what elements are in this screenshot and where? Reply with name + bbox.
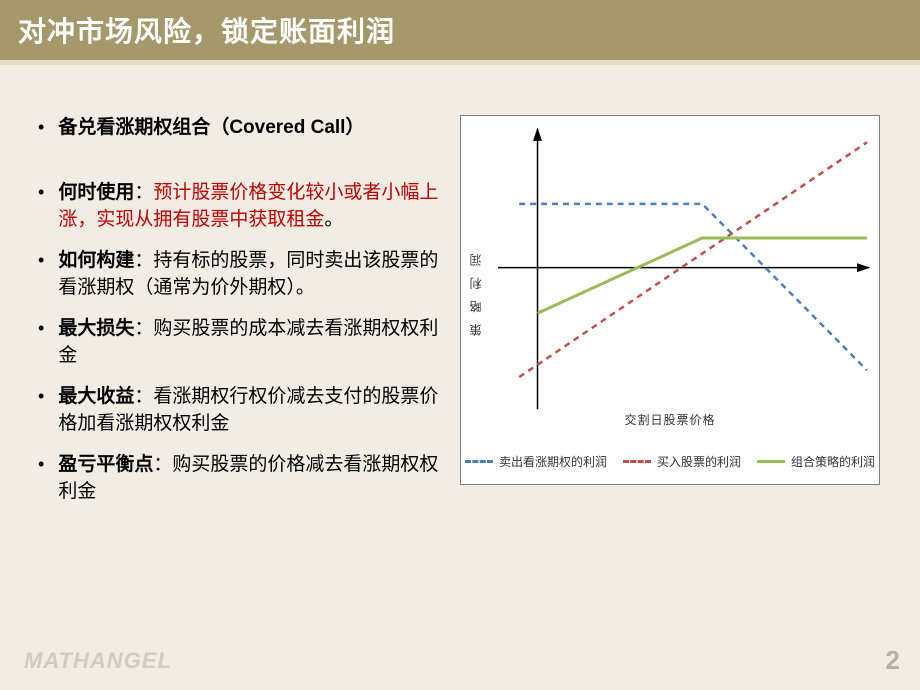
bullet-item: • 何时使用：预计股票价格变化较小或者小幅上涨，实现从拥有股票中获取租金。 [38, 180, 440, 234]
bullet-text: 备兑看涨期权组合（Covered Call） [58, 115, 364, 142]
bullet-marker: • [38, 115, 44, 142]
bullet-item: • 盈亏平衡点：购买股票的价格减去看涨期权权利金 [38, 452, 440, 506]
bullet-text: 盈亏平衡点：购买股票的价格减去看涨期权权利金 [58, 452, 440, 506]
x-axis-label: 交割日股票价格 [624, 411, 715, 428]
title-bar: 对冲市场风险，锁定账面利润 [0, 0, 920, 65]
chart-legend: 卖出看涨期权的利润 买入股票的利润 组合策略的利润 [461, 453, 879, 470]
bullet-text: 如何构建：持有标的股票，同时卖出该股票的看涨期权（通常为价外期权）。 [58, 248, 440, 302]
legend-item: 组合策略的利润 [757, 453, 875, 470]
watermark: MATHANGEL [24, 648, 172, 674]
legend-swatch [623, 460, 651, 463]
page-title: 对冲市场风险，锁定账面利润 [18, 10, 902, 50]
bullet-label: 盈亏平衡点 [58, 454, 153, 475]
legend-label: 买入股票的利润 [657, 453, 741, 470]
legend-item: 买入股票的利润 [623, 453, 741, 470]
bullet-marker: • [38, 180, 44, 234]
bullet-label: 最大损失 [58, 318, 134, 339]
bullet-marker: • [38, 384, 44, 438]
legend-label: 卖出看涨期权的利润 [499, 453, 607, 470]
chart-column: 策 略 利 润 交割日股票价格 卖出看涨期权的利润 买入股票的利润 组合策略的利润 [460, 115, 890, 520]
bullet-text: 最大收益：看涨期权行权价减去支付的股票价格加看涨期权权利金 [58, 384, 440, 438]
y-axis-label: 策 略 利 润 [467, 250, 484, 336]
bullet-text: 何时使用：预计股票价格变化较小或者小幅上涨，实现从拥有股票中获取租金。 [58, 180, 440, 234]
chart-svg [461, 116, 879, 484]
legend-item: 卖出看涨期权的利润 [465, 453, 607, 470]
legend-label: 组合策略的利润 [791, 453, 875, 470]
content-area: • 备兑看涨期权组合（Covered Call） • 何时使用：预计股票价格变化较小或… [0, 65, 920, 520]
bullet-item: • 最大损失：购买股票的成本减去看涨期权权利金 [38, 316, 440, 370]
bullet-label: 备兑看涨期权组合（Covered Call） [58, 117, 364, 138]
bullet-tail: 。 [324, 209, 343, 230]
legend-swatch [465, 460, 493, 463]
bullet-label: 最大收益 [58, 386, 134, 407]
bullet-item: • 最大收益：看涨期权行权价减去支付的股票价格加看涨期权权利金 [38, 384, 440, 438]
page-number: 2 [886, 645, 900, 676]
bullet-text: 最大损失：购买股票的成本减去看涨期权权利金 [58, 316, 440, 370]
bullet-item: • 备兑看涨期权组合（Covered Call） [38, 115, 440, 142]
legend-swatch [757, 460, 785, 463]
bullet-marker: • [38, 316, 44, 370]
bullet-rest: ： [134, 182, 153, 203]
bullet-marker: • [38, 452, 44, 506]
payoff-chart: 策 略 利 润 交割日股票价格 卖出看涨期权的利润 买入股票的利润 组合策略的利润 [460, 115, 880, 485]
bullet-label: 何时使用 [58, 182, 134, 203]
bullet-marker: • [38, 248, 44, 302]
bullet-item: • 如何构建：持有标的股票，同时卖出该股票的看涨期权（通常为价外期权）。 [38, 248, 440, 302]
bullet-label: 如何构建 [58, 250, 134, 271]
bullet-list: • 备兑看涨期权组合（Covered Call） • 何时使用：预计股票价格变化较小或… [10, 115, 440, 520]
